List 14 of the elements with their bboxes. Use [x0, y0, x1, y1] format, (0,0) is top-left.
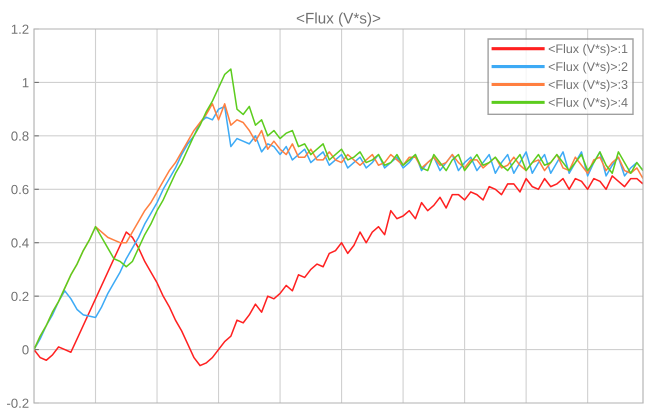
y-tick-label: 1 — [22, 78, 28, 88]
legend-label: <Flux (V*s)>:3 — [548, 80, 628, 92]
y-tick-label: -0.2 — [6, 398, 28, 408]
y-tick-label: 0 — [22, 345, 29, 354]
y-tick-label: 0.6 — [11, 184, 29, 194]
y-tick-label: 0.4 — [11, 238, 29, 248]
chart-title: <Flux (V*s)> — [296, 12, 380, 27]
legend-label: <Flux (V*s)>:2 — [548, 62, 628, 74]
legend-label: <Flux (V*s)>:4 — [548, 98, 628, 110]
y-tick-label: 1.2 — [12, 24, 28, 34]
legend-label: <Flux (V*s)>:1 — [548, 44, 628, 56]
y-tick-label: 0.2 — [11, 292, 28, 302]
line-series — [34, 175, 643, 366]
y-tick-label: 0.8 — [11, 131, 29, 141]
